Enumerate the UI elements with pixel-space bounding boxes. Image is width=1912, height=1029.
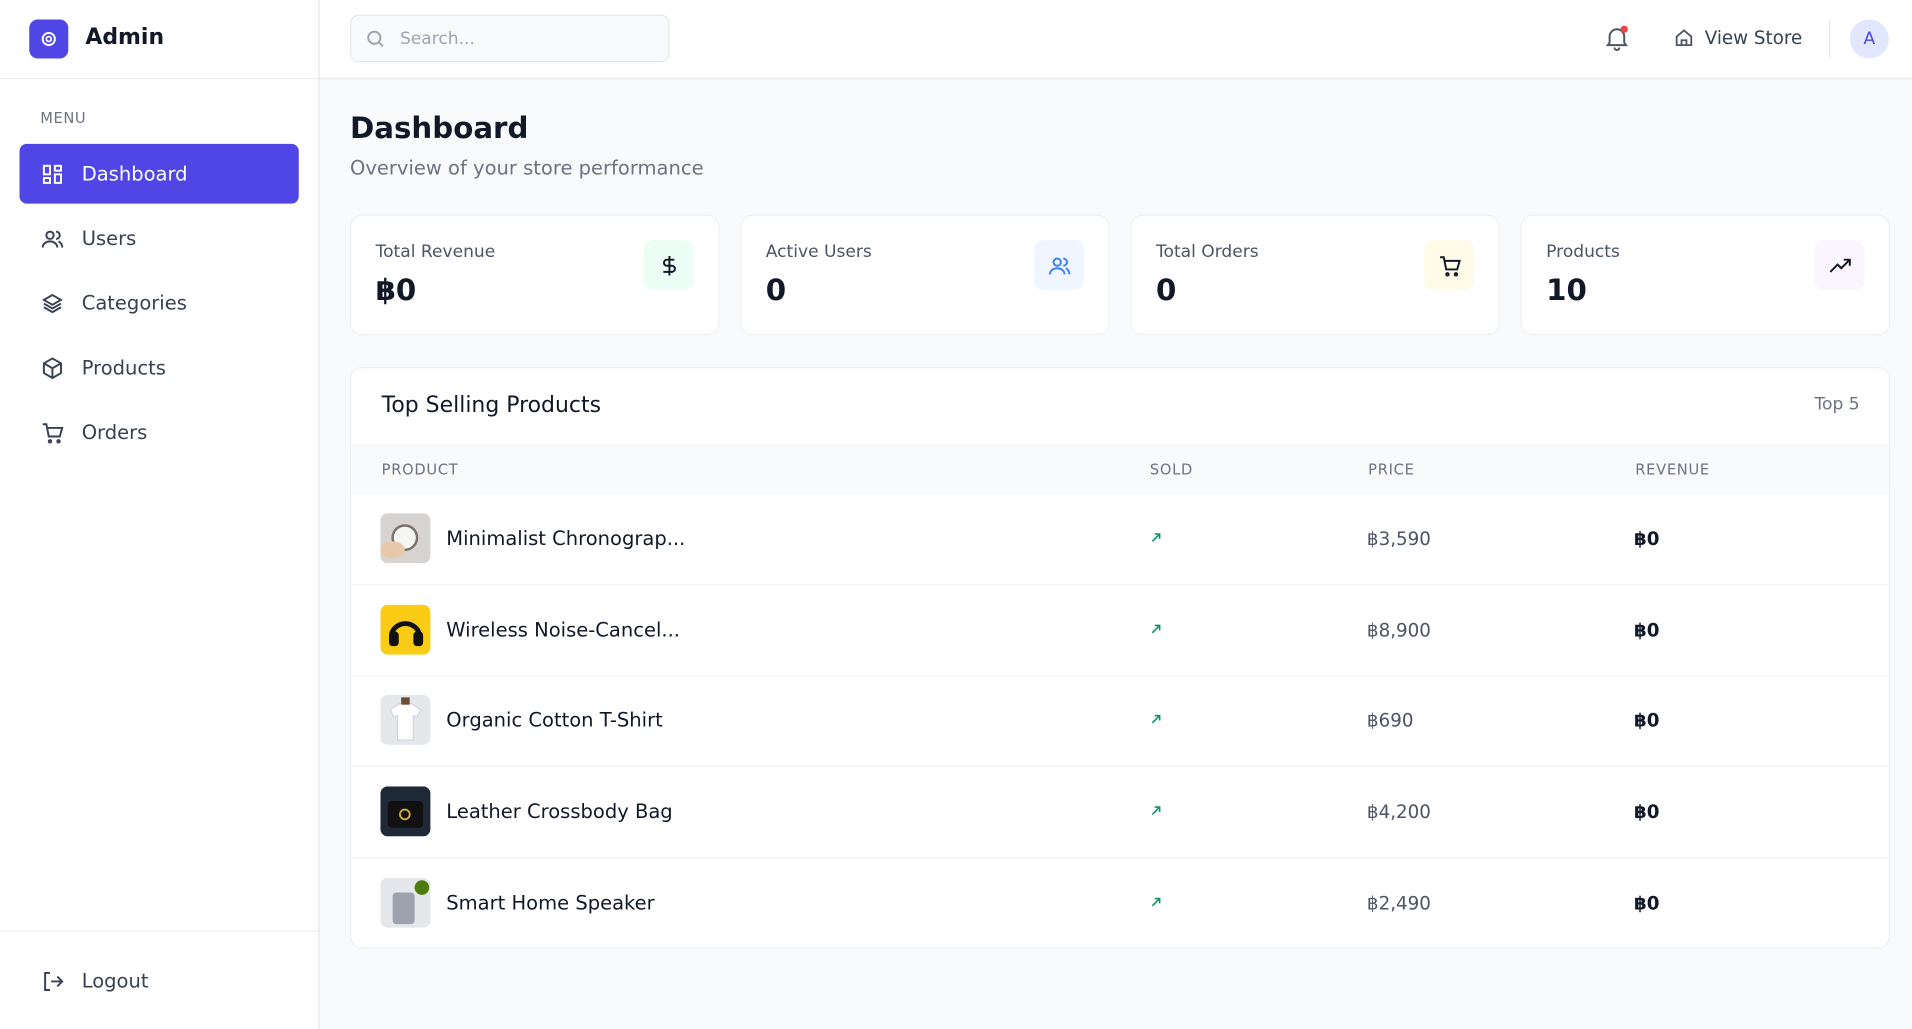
product-revenue: ฿0 [1633,801,1660,824]
column-header: PRICE [1368,460,1415,478]
view-store-label: View Store [1704,26,1803,49]
stat-label: Total Orders [1155,242,1259,263]
nav-item[interactable]: Users [20,208,299,268]
divider [0,930,319,932]
nav-label: Users [81,226,137,250]
product-row[interactable]: Leather Crossbody Bag ฿4,200 ฿0 [351,767,1889,859]
page-title: Dashboard [349,110,529,146]
nav-item[interactable]: Products [20,338,299,398]
stat-card: Active Users 0 [740,214,1110,336]
logo [29,19,69,59]
product-revenue: ฿0 [1633,618,1660,641]
column-header: REVENUE [1635,460,1710,478]
stat-label: Total Revenue [375,242,496,263]
trend-icon [1151,715,1161,725]
product-row[interactable]: Organic Cotton T-Shirt ฿690 ฿0 [351,676,1889,768]
trend-icon [1151,897,1161,907]
product-revenue: ฿0 [1633,527,1660,550]
brand: Admin [85,24,165,50]
top-products-table: Top Selling Products Top 5 PRODUCT SOLD PR… [349,366,1891,949]
product-thumbnail [380,695,431,746]
stat-icon [1034,240,1085,291]
stat-value: 0 [1155,273,1177,308]
nav-label: Products [81,356,166,380]
stat-icon [1424,240,1475,291]
nav-label: Dashboard [81,162,188,186]
column-header: PRODUCT [381,460,459,478]
product-name: Organic Cotton T-Shirt [446,708,663,732]
stat-card: Products 10 [1520,214,1891,336]
product-thumbnail [380,877,431,928]
product-name: Wireless Noise-Cancel... [446,617,681,641]
trend-icon [1151,533,1161,542]
product-thumbnail [380,604,431,655]
stat-card: Total Orders 0 [1130,214,1500,336]
product-price: ฿690 [1366,710,1414,732]
stat-value: 0 [765,273,787,308]
search-box[interactable]: Search... [349,14,670,63]
product-thumbnail [380,786,431,837]
nav-item[interactable]: Categories [20,273,299,333]
product-name: Leather Crossbody Bag [446,799,673,824]
trend-icon [1151,624,1161,633]
stat-value: 10 [1546,273,1587,308]
topbar: Search... View Store A [319,0,1912,80]
view-store[interactable]: View Store [1673,27,1802,49]
nav-label: Categories [81,291,187,315]
product-revenue: ฿0 [1633,710,1660,732]
stat-value: ฿0 [375,273,417,308]
trend-icon [1151,806,1161,816]
bell[interactable] [1603,24,1630,51]
column-header: SOLD [1149,460,1194,478]
nav-label: Orders [81,420,148,444]
sidebar: Admin MENU Dashboard Users Categories Produ… [0,0,320,1029]
product-price: ฿3,590 [1366,527,1431,550]
table-title: Top Selling Products [381,392,602,419]
table-badge: Top 5 [1814,395,1860,415]
product-revenue: ฿0 [1633,892,1660,915]
stat-card: Total Revenue ฿0 [349,214,720,336]
table-head [351,443,1889,494]
stat-icon [643,240,694,291]
nav-item[interactable]: Orders [20,402,299,462]
stat-label: Products [1546,242,1620,263]
product-price: ฿8,900 [1366,618,1431,641]
avatar[interactable]: A [1849,19,1889,59]
nav-item[interactable]: Dashboard [19,143,299,204]
divider [1829,19,1831,59]
menu-label: MENU [40,109,87,127]
product-name: Smart Home Speaker [446,890,655,915]
search-placeholder: Search... [399,28,475,49]
brand-bar [0,0,319,80]
page-subtitle: Overview of your store performance [349,156,704,180]
product-row[interactable]: Smart Home Speaker ฿2,490 ฿0 [351,858,1889,947]
product-row[interactable]: Minimalist Chronograp... ฿3,590 ฿0 [351,494,1889,586]
product-name: Minimalist Chronograp... [446,526,686,550]
stat-icon [1814,240,1865,291]
logout[interactable]: Logout [20,951,299,1011]
product-price: ฿4,200 [1366,801,1431,824]
stat-label: Active Users [765,242,872,263]
product-price: ฿2,490 [1366,892,1431,915]
product-thumbnail [380,513,431,564]
product-row[interactable]: Wireless Noise-Cancel... ฿8,900 ฿0 [351,585,1889,677]
logout-label: Logout [81,969,149,993]
